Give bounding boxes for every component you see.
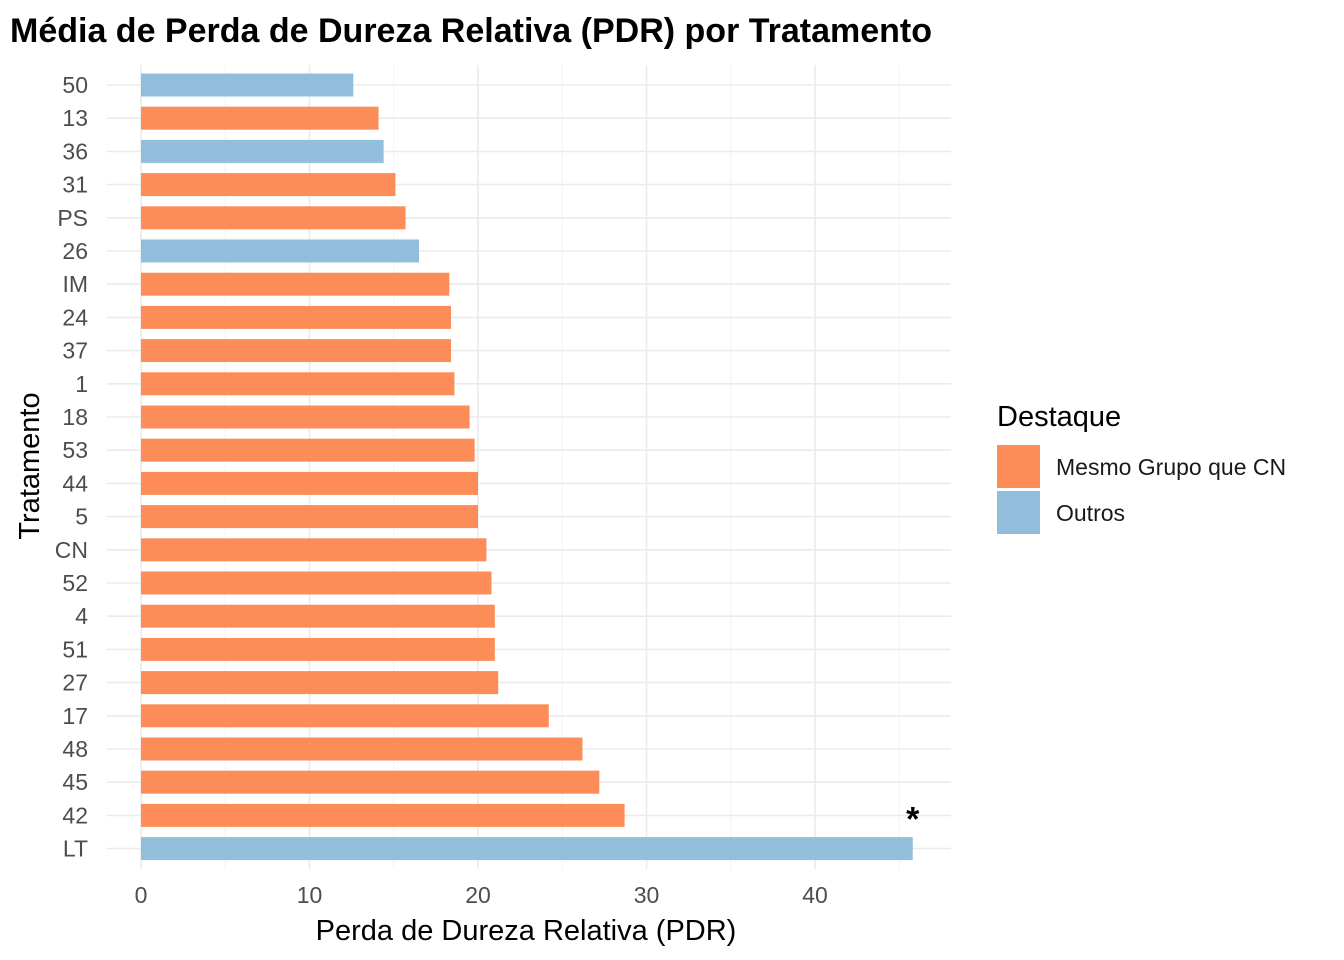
- y-tick-label: LT: [63, 836, 88, 862]
- x-tick-label: 20: [465, 882, 491, 908]
- y-tick-label: 1: [75, 371, 88, 397]
- bar-1: [141, 372, 455, 396]
- bar-31: [141, 173, 396, 197]
- bar-36: [141, 139, 384, 163]
- y-tick-label: 26: [62, 238, 88, 264]
- bars-group: [141, 73, 913, 861]
- legend-label: Mesmo Grupo que CN: [1056, 454, 1286, 480]
- y-tick-label: 51: [62, 636, 88, 662]
- y-tick-label: PS: [57, 205, 88, 231]
- y-tick-label: CN: [55, 537, 88, 563]
- bar-53: [141, 438, 475, 462]
- y-tick-label: 52: [62, 570, 88, 596]
- bar-26: [141, 239, 420, 263]
- bar-LT: [141, 837, 913, 861]
- bar-IM: [141, 272, 450, 296]
- y-tick-label: 44: [62, 470, 88, 496]
- bar-45: [141, 770, 600, 794]
- bar-13: [141, 106, 379, 130]
- y-tick-label: 45: [62, 769, 88, 795]
- y-tick-label: 37: [62, 338, 88, 364]
- y-tick-label: 27: [62, 670, 88, 696]
- bar-48: [141, 737, 583, 761]
- x-axis-title: Perda de Dureza Relativa (PDR): [316, 915, 737, 947]
- bar-51: [141, 637, 495, 661]
- bar-52: [141, 571, 492, 595]
- legend-items: Mesmo Grupo que CN Outros: [997, 445, 1286, 534]
- x-tick-label: 40: [802, 882, 828, 908]
- x-axis-tick-labels: 0 10 20 30 40: [135, 882, 828, 908]
- bar-37: [141, 339, 452, 363]
- y-tick-label: 4: [75, 603, 88, 629]
- bar-18: [141, 405, 470, 429]
- bar-4: [141, 604, 495, 628]
- y-tick-label: 31: [62, 172, 88, 198]
- bar-42: [141, 803, 625, 827]
- y-tick-label: 42: [62, 802, 88, 828]
- y-tick-label: 50: [62, 72, 88, 98]
- bar-PS: [141, 206, 406, 230]
- x-tick-label: 10: [297, 882, 323, 908]
- y-tick-label: IM: [62, 271, 88, 297]
- y-tick-label: 18: [62, 404, 88, 430]
- chart-title: Média de Perda de Dureza Relativa (PDR) …: [10, 12, 932, 50]
- y-tick-label: 36: [62, 138, 88, 164]
- legend-title: Destaque: [997, 401, 1121, 433]
- y-tick-label: 13: [62, 105, 88, 131]
- bar-17: [141, 704, 549, 728]
- legend-swatch: [997, 491, 1040, 534]
- bar-44: [141, 471, 478, 495]
- bar-5: [141, 505, 478, 529]
- bar-27: [141, 671, 499, 695]
- annotations-group: *: [906, 801, 920, 839]
- y-axis-tick-labels: 50 13 36 31 PS 26 IM 24 37 1 18 53 44 5 CN 52 4 51 27 17 48 4…: [55, 72, 88, 862]
- bar-24: [141, 305, 452, 329]
- y-tick-label: 53: [62, 437, 88, 463]
- bar-CN: [141, 538, 487, 562]
- x-tick-label: 0: [135, 882, 148, 908]
- y-tick-label: 24: [62, 304, 88, 330]
- legend-swatch: [997, 445, 1040, 488]
- y-tick-label: 48: [62, 736, 88, 762]
- x-tick-label: 30: [634, 882, 660, 908]
- legend: Destaque Mesmo Grupo que CN Outros: [997, 401, 1286, 534]
- y-axis-title: Tratamento: [14, 392, 46, 539]
- y-tick-label: 17: [62, 703, 88, 729]
- legend-label: Outros: [1056, 500, 1125, 526]
- significance-annotation: *: [906, 801, 920, 839]
- bar-50: [141, 73, 354, 97]
- y-tick-label: 5: [75, 504, 88, 530]
